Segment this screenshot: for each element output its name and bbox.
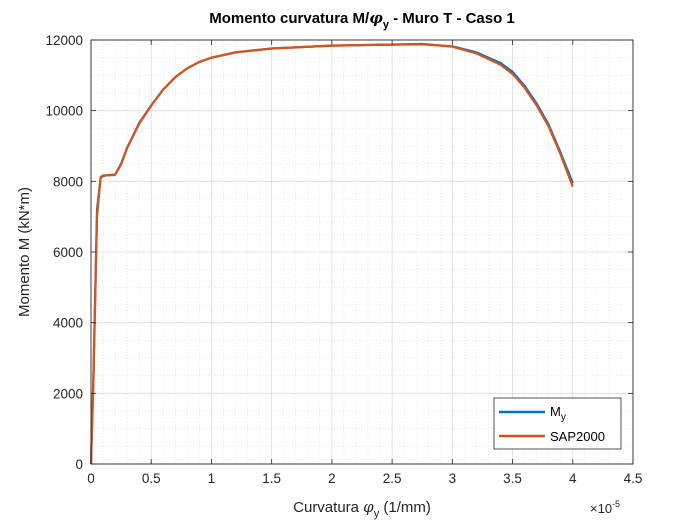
tick-labels: 0 0.5 1 1.5 2 2.5 3 3.5 4 4.5 0 2000 4000 6000 8000 100… xyxy=(45,33,642,486)
legend-box xyxy=(493,397,622,450)
x-axis-label: Curvatura φy (1/mm) xyxy=(293,498,431,520)
x-tick-label: 1.5 xyxy=(262,471,281,486)
y-tick-label: 10000 xyxy=(45,104,83,119)
y-axis-label: Momento M (kN*m) xyxy=(16,187,33,317)
y-tick-label: 2000 xyxy=(53,386,83,401)
series-line-sap2000 xyxy=(89,42,574,465)
legend-label-my: My xyxy=(550,404,566,423)
series-layer xyxy=(89,42,574,465)
major-grid xyxy=(91,40,633,464)
chart-title: Momento curvatura M/φy - Muro T - Caso 1 xyxy=(209,9,515,31)
y-tick-label: 6000 xyxy=(53,245,83,260)
x-tick-label: 3.5 xyxy=(503,471,522,486)
x-tick-label: 0.5 xyxy=(142,471,161,486)
legend: My SAP2000 xyxy=(493,397,622,450)
minor-grid xyxy=(91,40,633,464)
x-tick-label: 3 xyxy=(449,471,457,486)
x-tick-label: 2.5 xyxy=(383,471,402,486)
y-tick-label: 4000 xyxy=(53,316,83,331)
x-tick-label: 2 xyxy=(328,471,336,486)
y-tick-label: 8000 xyxy=(53,174,83,189)
x-tick-label: 4.5 xyxy=(624,471,643,486)
y-tick-label: 0 xyxy=(75,457,83,472)
legend-label-sap2000: SAP2000 xyxy=(550,429,605,444)
x-tick-label: 4 xyxy=(569,471,577,486)
axes-layer xyxy=(90,39,634,465)
x-axis-multiplier: ×10-5 xyxy=(590,499,620,516)
x-tick-label: 0 xyxy=(87,471,95,486)
y-tick-label: 12000 xyxy=(45,33,83,48)
x-tick-label: 1 xyxy=(208,471,216,486)
